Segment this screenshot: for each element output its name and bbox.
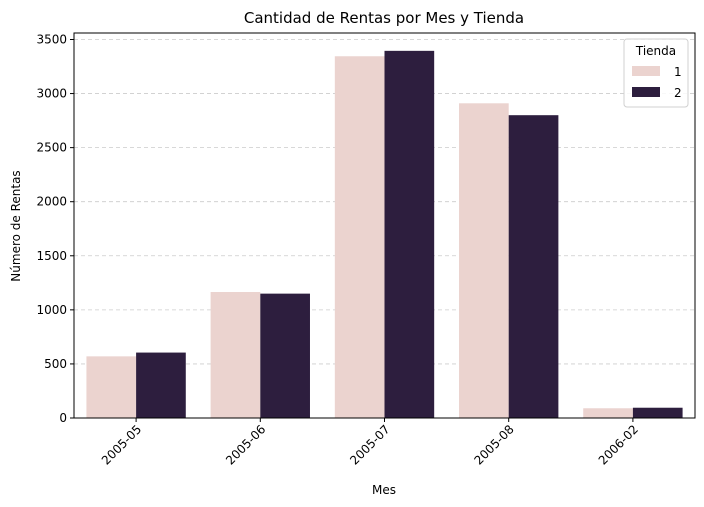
bars	[86, 50, 683, 418]
legend-label-1: 1	[674, 65, 682, 79]
bar-2005-06-tienda-1	[210, 292, 261, 418]
x-axis-title: Mes	[372, 483, 396, 497]
y-tick-label: 3000	[36, 87, 67, 101]
y-tick-label: 0	[59, 411, 67, 425]
y-tick-label: 500	[44, 357, 67, 371]
y-axis-title: Número de Rentas	[9, 170, 23, 281]
y-tick-label: 3500	[36, 32, 67, 46]
legend-swatch-2	[632, 87, 660, 97]
bar-2005-05-tienda-1	[86, 356, 137, 418]
bar-2005-07-tienda-2	[384, 50, 435, 418]
legend-title: Tienda	[635, 44, 676, 58]
bar-2005-07-tienda-1	[334, 56, 385, 418]
bar-2006-02-tienda-2	[632, 407, 683, 418]
bar-2005-08-tienda-2	[508, 115, 559, 418]
y-axis: 0 500 1000 1500 2000 2500 3000 3500	[36, 32, 74, 425]
chart-title: Cantidad de Rentas por Mes y Tienda	[244, 9, 524, 27]
y-tick-label: 1500	[36, 249, 67, 263]
y-tick-label: 2500	[36, 141, 67, 155]
bar-2005-06-tienda-2	[260, 293, 310, 418]
bar-2005-08-tienda-1	[459, 103, 509, 418]
y-tick-label: 2000	[36, 195, 67, 209]
legend-swatch-1	[632, 66, 660, 76]
y-tick-label: 1000	[36, 303, 67, 317]
bar-2006-02-tienda-1	[583, 408, 633, 418]
legend-label-2: 2	[674, 86, 682, 100]
legend: Tienda 1 2	[623, 38, 689, 108]
bar-2005-05-tienda-2	[136, 352, 186, 418]
